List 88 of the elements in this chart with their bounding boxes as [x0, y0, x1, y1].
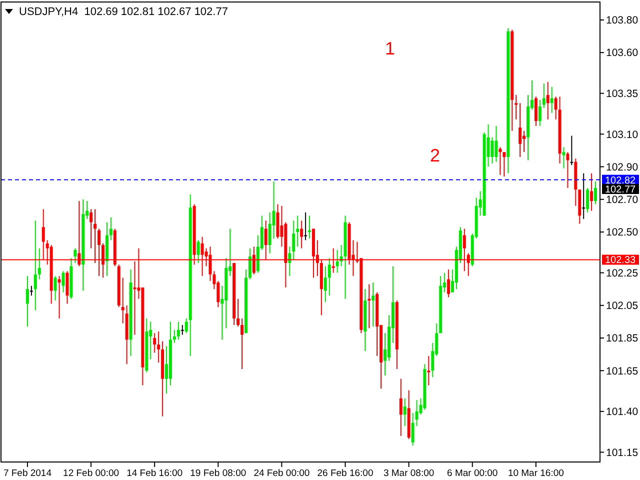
candlestick	[296, 215, 300, 248]
candlestick	[268, 212, 272, 254]
candlestick	[415, 400, 418, 427]
candlestick	[518, 102, 522, 158]
candlestick	[502, 152, 506, 178]
candlestick	[594, 180, 598, 205]
candlestick	[74, 248, 77, 264]
candlestick	[570, 135, 574, 166]
candlestick	[586, 187, 590, 213]
candlestick	[157, 331, 160, 363]
candlestick	[490, 136, 494, 164]
candlestick	[336, 249, 339, 274]
candlestick	[372, 282, 375, 328]
candlestick	[566, 152, 570, 188]
candlestick	[153, 332, 156, 354]
x-tick-label: 12 Feb 00:00	[63, 468, 120, 479]
y-tick-label: 102.05	[606, 300, 638, 312]
candlestick	[300, 220, 304, 249]
annotation: 2	[430, 145, 440, 166]
candlestick	[542, 83, 546, 109]
candlestick	[582, 172, 586, 220]
y-tick-label: 101.65	[606, 365, 638, 378]
candlestick	[522, 130, 526, 153]
candlestick	[54, 276, 57, 302]
candlestick	[498, 146, 502, 176]
candlestick	[562, 146, 566, 169]
y-tick-label: 101.40	[606, 406, 638, 418]
y-tick-label: 102.90	[606, 161, 638, 174]
y-tick-label: 103.10	[606, 128, 638, 141]
candlestick	[546, 81, 550, 120]
candlestick	[399, 378, 402, 436]
x-tick-label: 26 Feb 16:00	[317, 468, 374, 479]
x-tick-label: 7 Feb 2014	[3, 468, 52, 479]
candlestick	[590, 172, 594, 212]
candlestick	[427, 355, 430, 386]
ref-line-label: 102.33	[605, 255, 636, 266]
candlestick	[494, 125, 498, 162]
candlestick	[368, 284, 371, 329]
candlestick	[30, 285, 33, 296]
candlestick	[514, 94, 518, 120]
candlestick	[324, 266, 327, 303]
candlestick	[184, 318, 188, 334]
candlestick	[411, 412, 414, 446]
text: 102.77	[605, 184, 636, 196]
candlestick	[308, 215, 312, 240]
y-tick-label: 103.35	[606, 88, 638, 100]
candlestick	[109, 216, 112, 241]
chart-title: USDJPY,H4 102.69 102.81 102.67 102.77	[19, 6, 228, 18]
x-tick-label: 24 Feb 00:00	[254, 468, 310, 479]
candlestick	[538, 99, 542, 126]
candlestick	[240, 318, 244, 370]
candlestick	[62, 270, 65, 293]
y-tick-label: 102.50	[606, 226, 638, 239]
y-tick-label: 101.15	[606, 446, 638, 459]
x-tick-label: 6 Mar 00:00	[447, 468, 498, 479]
y-tick-label: 103.60	[606, 47, 638, 60]
candlestick	[554, 96, 558, 120]
candlestick	[34, 220, 37, 311]
candlestick	[292, 220, 296, 260]
candlestick	[403, 398, 406, 427]
candlestick	[534, 96, 538, 126]
candlestick	[172, 329, 176, 344]
candlestick	[176, 321, 180, 340]
candlestick	[38, 248, 41, 280]
y-tick-label: 103.80	[606, 14, 638, 27]
candlestick	[328, 258, 331, 296]
y-tick-label: 102.70	[606, 194, 638, 206]
annotation: 1	[384, 38, 396, 58]
candlestick	[26, 276, 29, 328]
ref-line-label: 102.82	[605, 175, 636, 186]
candlestick	[304, 212, 308, 241]
x-tick-label: 10 Mar 16:00	[508, 468, 564, 479]
candlestick	[248, 248, 252, 280]
y-tick-label: 101.85	[606, 332, 638, 345]
candlestick	[288, 246, 292, 277]
candlestick	[121, 277, 124, 324]
candlestick	[550, 86, 554, 114]
candlestick	[90, 208, 93, 249]
candlestick	[447, 269, 450, 298]
y-tick-label: 102.25	[606, 267, 638, 280]
candlestick	[196, 240, 200, 264]
x-tick-label: 3 Mar 08:00	[383, 468, 434, 479]
x-tick-label: 14 Feb 16:00	[126, 468, 183, 479]
candlestick	[66, 270, 69, 304]
candlestick	[58, 276, 61, 319]
x-tick-label: 19 Feb 08:00	[190, 468, 246, 479]
candlestick	[180, 324, 184, 336]
candlestick	[236, 298, 240, 328]
